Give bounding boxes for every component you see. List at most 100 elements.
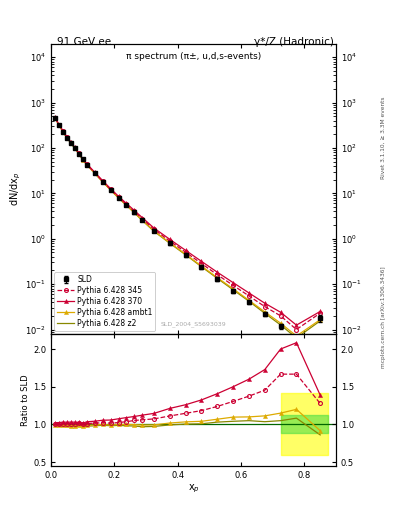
Pythia 6.428 ambt1 (77, 151, 81, 157)
Pythia 6.428 370 (132, 207, 137, 214)
Pythia 6.428 345 (72, 145, 77, 151)
Line: Pythia 6.428 345: Pythia 6.428 345 (53, 116, 322, 331)
Pythia 6.428 ambt1 (132, 209, 137, 216)
Pythia 6.428 z2 (84, 162, 89, 168)
Pythia 6.428 370 (108, 185, 113, 191)
Pythia 6.428 z2 (294, 335, 299, 341)
Pythia 6.428 z2 (318, 318, 323, 324)
Pythia 6.428 345 (116, 194, 121, 200)
Pythia 6.428 370 (152, 225, 156, 231)
Pythia 6.428 z2 (108, 187, 113, 193)
Pythia 6.428 ambt1 (72, 145, 77, 152)
Pythia 6.428 370 (69, 139, 73, 145)
Legend: SLD, Pythia 6.428 345, Pythia 6.428 370, Pythia 6.428 ambt1, Pythia 6.428 z2: SLD, Pythia 6.428 345, Pythia 6.428 370,… (54, 272, 156, 331)
Pythia 6.428 ambt1 (246, 297, 251, 304)
Pythia 6.428 370 (140, 215, 145, 221)
Pythia 6.428 370 (53, 114, 57, 120)
Pythia 6.428 370 (167, 236, 172, 242)
Pythia 6.428 z2 (167, 240, 172, 246)
Pythia 6.428 z2 (231, 287, 235, 293)
Pythia 6.428 345 (81, 156, 85, 162)
Pythia 6.428 z2 (92, 170, 97, 177)
Pythia 6.428 z2 (69, 140, 73, 146)
Text: SLD_2004_S5693039: SLD_2004_S5693039 (161, 321, 226, 327)
Pythia 6.428 345 (69, 140, 73, 146)
Pythia 6.428 ambt1 (199, 263, 204, 269)
Pythia 6.428 ambt1 (53, 115, 57, 121)
Text: π spectrum (π±, u,d,s-events): π spectrum (π±, u,d,s-events) (126, 52, 261, 61)
Pythia 6.428 z2 (53, 115, 57, 121)
Pythia 6.428 345 (231, 282, 235, 288)
Pythia 6.428 345 (92, 169, 97, 176)
Pythia 6.428 370 (92, 169, 97, 175)
Pythia 6.428 z2 (199, 264, 204, 270)
Pythia 6.428 370 (231, 280, 235, 286)
Pythia 6.428 370 (263, 300, 267, 306)
Pythia 6.428 z2 (132, 210, 137, 216)
Pythia 6.428 370 (64, 134, 69, 140)
Pythia 6.428 345 (140, 216, 145, 222)
Pythia 6.428 345 (318, 310, 323, 316)
Pythia 6.428 z2 (278, 322, 283, 328)
Pythia 6.428 345 (64, 134, 69, 140)
Pythia 6.428 370 (57, 121, 61, 127)
Pythia 6.428 370 (199, 258, 204, 264)
Pythia 6.428 370 (318, 308, 323, 314)
Pythia 6.428 ambt1 (215, 274, 220, 281)
Pythia 6.428 z2 (116, 195, 121, 201)
Pythia 6.428 345 (100, 178, 105, 184)
Pythia 6.428 z2 (152, 228, 156, 234)
Pythia 6.428 370 (61, 128, 66, 134)
Text: 91 GeV ee: 91 GeV ee (57, 37, 111, 47)
Pythia 6.428 370 (183, 247, 188, 253)
Pythia 6.428 z2 (183, 252, 188, 258)
Pythia 6.428 345 (108, 186, 113, 193)
Line: Pythia 6.428 ambt1: Pythia 6.428 ambt1 (53, 116, 322, 338)
Pythia 6.428 345 (215, 272, 220, 278)
Pythia 6.428 z2 (124, 202, 129, 208)
Pythia 6.428 ambt1 (183, 251, 188, 258)
Pythia 6.428 ambt1 (84, 162, 89, 168)
Pythia 6.428 345 (77, 151, 81, 157)
Pythia 6.428 370 (294, 322, 299, 328)
Pythia 6.428 z2 (61, 129, 66, 135)
Pythia 6.428 ambt1 (294, 333, 299, 339)
Pythia 6.428 z2 (215, 275, 220, 282)
Pythia 6.428 z2 (57, 122, 61, 129)
Pythia 6.428 345 (152, 226, 156, 232)
X-axis label: x$_p$: x$_p$ (187, 482, 200, 495)
Pythia 6.428 ambt1 (140, 217, 145, 223)
Pythia 6.428 ambt1 (231, 286, 235, 292)
Pythia 6.428 ambt1 (57, 122, 61, 129)
Y-axis label: dN/dx$_p$: dN/dx$_p$ (8, 172, 23, 206)
Pythia 6.428 ambt1 (263, 309, 267, 315)
Pythia 6.428 370 (81, 156, 85, 162)
Pythia 6.428 z2 (263, 310, 267, 316)
Line: Pythia 6.428 z2: Pythia 6.428 z2 (55, 118, 320, 338)
Pythia 6.428 ambt1 (278, 320, 283, 326)
Pythia 6.428 370 (278, 309, 283, 315)
Y-axis label: Ratio to SLD: Ratio to SLD (21, 374, 30, 426)
Pythia 6.428 ambt1 (81, 157, 85, 163)
Pythia 6.428 ambt1 (152, 228, 156, 234)
Pythia 6.428 z2 (246, 298, 251, 304)
Text: mcplots.cern.ch [arXiv:1306.3436]: mcplots.cern.ch [arXiv:1306.3436] (381, 267, 386, 368)
Pythia 6.428 345 (57, 122, 61, 128)
Pythia 6.428 ambt1 (69, 140, 73, 146)
Pythia 6.428 345 (84, 161, 89, 167)
Pythia 6.428 345 (199, 261, 204, 267)
Pythia 6.428 370 (116, 193, 121, 199)
Pythia 6.428 345 (278, 313, 283, 319)
Pythia 6.428 ambt1 (64, 135, 69, 141)
Text: Rivet 3.1.10, ≥ 3.3M events: Rivet 3.1.10, ≥ 3.3M events (381, 97, 386, 180)
Pythia 6.428 ambt1 (100, 179, 105, 185)
Pythia 6.428 345 (61, 129, 66, 135)
Pythia 6.428 ambt1 (108, 187, 113, 193)
Pythia 6.428 ambt1 (92, 170, 97, 176)
Pythia 6.428 345 (294, 327, 299, 333)
Pythia 6.428 345 (246, 293, 251, 299)
Pythia 6.428 z2 (64, 135, 69, 141)
Pythia 6.428 ambt1 (167, 240, 172, 246)
Line: Pythia 6.428 370: Pythia 6.428 370 (53, 115, 322, 327)
Pythia 6.428 ambt1 (318, 316, 323, 323)
